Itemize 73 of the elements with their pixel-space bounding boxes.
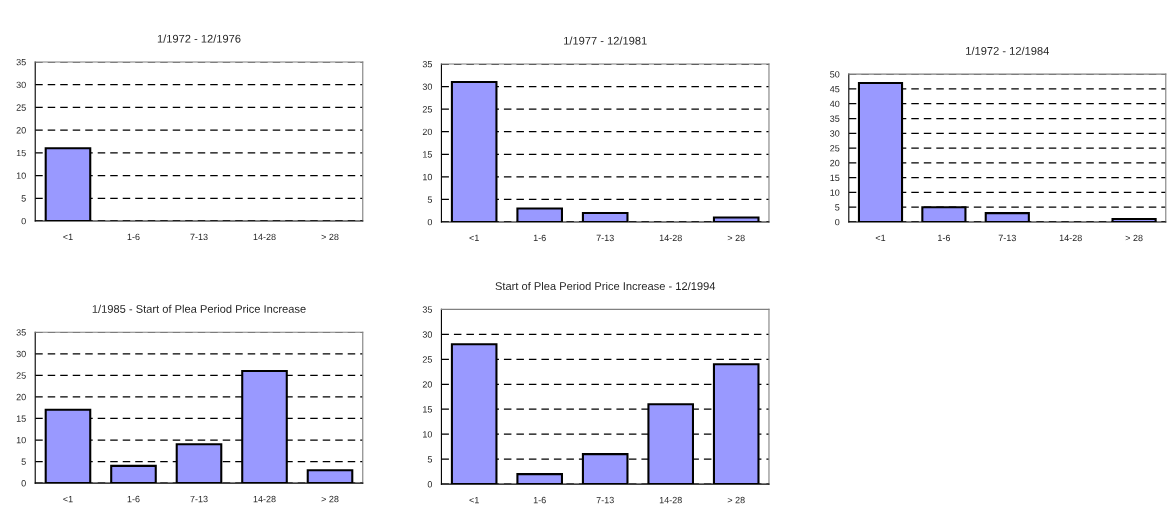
x-tick-label: 7-13 — [596, 234, 614, 242]
y-tick-label: 40 — [829, 100, 840, 108]
chart-title: Start of Plea Period Price Increase - 12/1994 — [495, 281, 716, 291]
y-tick-label: 20 — [422, 128, 433, 136]
y-tick-label: 30 — [830, 130, 840, 137]
x-tick-label: > 28 — [727, 234, 745, 242]
y-tick-label: 10 — [423, 173, 433, 181]
chart-title: 1/1977 - 12/1981 — [564, 36, 647, 45]
y-tick-label: 35 — [16, 58, 26, 66]
y-tick-label: 10 — [423, 431, 433, 438]
y-tick-label: 5 — [427, 196, 433, 203]
y-tick-label: 0 — [21, 217, 26, 225]
x-tick-label: 14-28 — [659, 234, 682, 242]
x-tick-label: 7-13 — [998, 234, 1016, 242]
x-tick-label: <1 — [875, 234, 886, 242]
x-tick-label: 1-6 — [127, 495, 140, 503]
y-tick-label: 25 — [830, 145, 840, 152]
y-tick-label: 20 — [830, 159, 840, 167]
x-tick-label: 14-28 — [1059, 234, 1082, 242]
y-tick-label: 25 — [422, 106, 433, 113]
y-tick-label: 10 — [16, 172, 26, 179]
y-tick-label: 10 — [16, 436, 26, 444]
x-tick-label: 1-6 — [938, 234, 951, 242]
x-tick-label: 1-6 — [533, 234, 546, 242]
y-tick-label: 15 — [423, 406, 433, 413]
x-tick-label: 1-6 — [127, 233, 140, 241]
y-tick-label: 20 — [16, 127, 26, 134]
y-tick-label: 30 — [422, 331, 433, 338]
x-tick-label: <1 — [469, 234, 479, 242]
x-tick-label: 7-13 — [190, 495, 208, 503]
y-tick-label: 30 — [16, 350, 26, 358]
y-tick-label: 20 — [422, 381, 433, 388]
chart-title: 1/1972 - 12/1984 — [966, 46, 1049, 55]
y-tick-label: 35 — [422, 60, 433, 68]
y-tick-label: 25 — [422, 356, 433, 363]
y-tick-label: 10 — [830, 189, 840, 196]
y-tick-label: 15 — [16, 149, 26, 157]
y-tick-label: 35 — [422, 306, 433, 313]
y-tick-label: 15 — [16, 415, 26, 422]
x-tick-label: > 28 — [1125, 234, 1143, 242]
x-tick-label: <1 — [63, 495, 73, 503]
x-tick-label: <1 — [469, 496, 479, 504]
y-tick-label: 25 — [16, 104, 26, 111]
y-tick-label: 0 — [21, 480, 26, 487]
y-tick-label: 0 — [427, 481, 433, 488]
y-tick-label: 5 — [21, 195, 26, 202]
chart-title: 1/1985 - Start of Plea Period Price Increase — [92, 304, 306, 313]
y-tick-label: 30 — [422, 83, 433, 90]
y-tick-label: 35 — [16, 329, 26, 336]
chart-title: 1/1972 - 12/1976 — [157, 34, 241, 43]
x-tick-label: 7-13 — [596, 496, 614, 504]
y-tick-label: 50 — [830, 71, 840, 78]
y-tick-label: 5 — [427, 456, 433, 463]
x-tick-label: 7-13 — [190, 233, 208, 241]
y-tick-label: 5 — [21, 458, 26, 465]
x-tick-label: > 28 — [321, 495, 339, 503]
y-tick-label: 0 — [835, 218, 840, 226]
y-tick-label: 25 — [16, 372, 26, 379]
y-tick-label: 20 — [16, 393, 26, 401]
x-tick-label: > 28 — [727, 496, 745, 504]
x-tick-label: <1 — [63, 233, 73, 241]
x-tick-label: 14-28 — [659, 496, 682, 504]
y-tick-label: 5 — [835, 204, 840, 211]
y-tick-label: 35 — [830, 115, 840, 122]
x-tick-label: 14-28 — [253, 495, 276, 503]
y-tick-label: 30 — [16, 81, 26, 89]
x-tick-label: 1-6 — [533, 496, 546, 504]
y-tick-label: 0 — [427, 218, 433, 226]
x-tick-label: 14-28 — [253, 233, 276, 241]
x-tick-label: > 28 — [321, 233, 339, 241]
y-tick-label: 15 — [423, 151, 433, 158]
y-tick-label: 45 — [829, 86, 840, 93]
y-tick-label: 15 — [830, 174, 840, 182]
